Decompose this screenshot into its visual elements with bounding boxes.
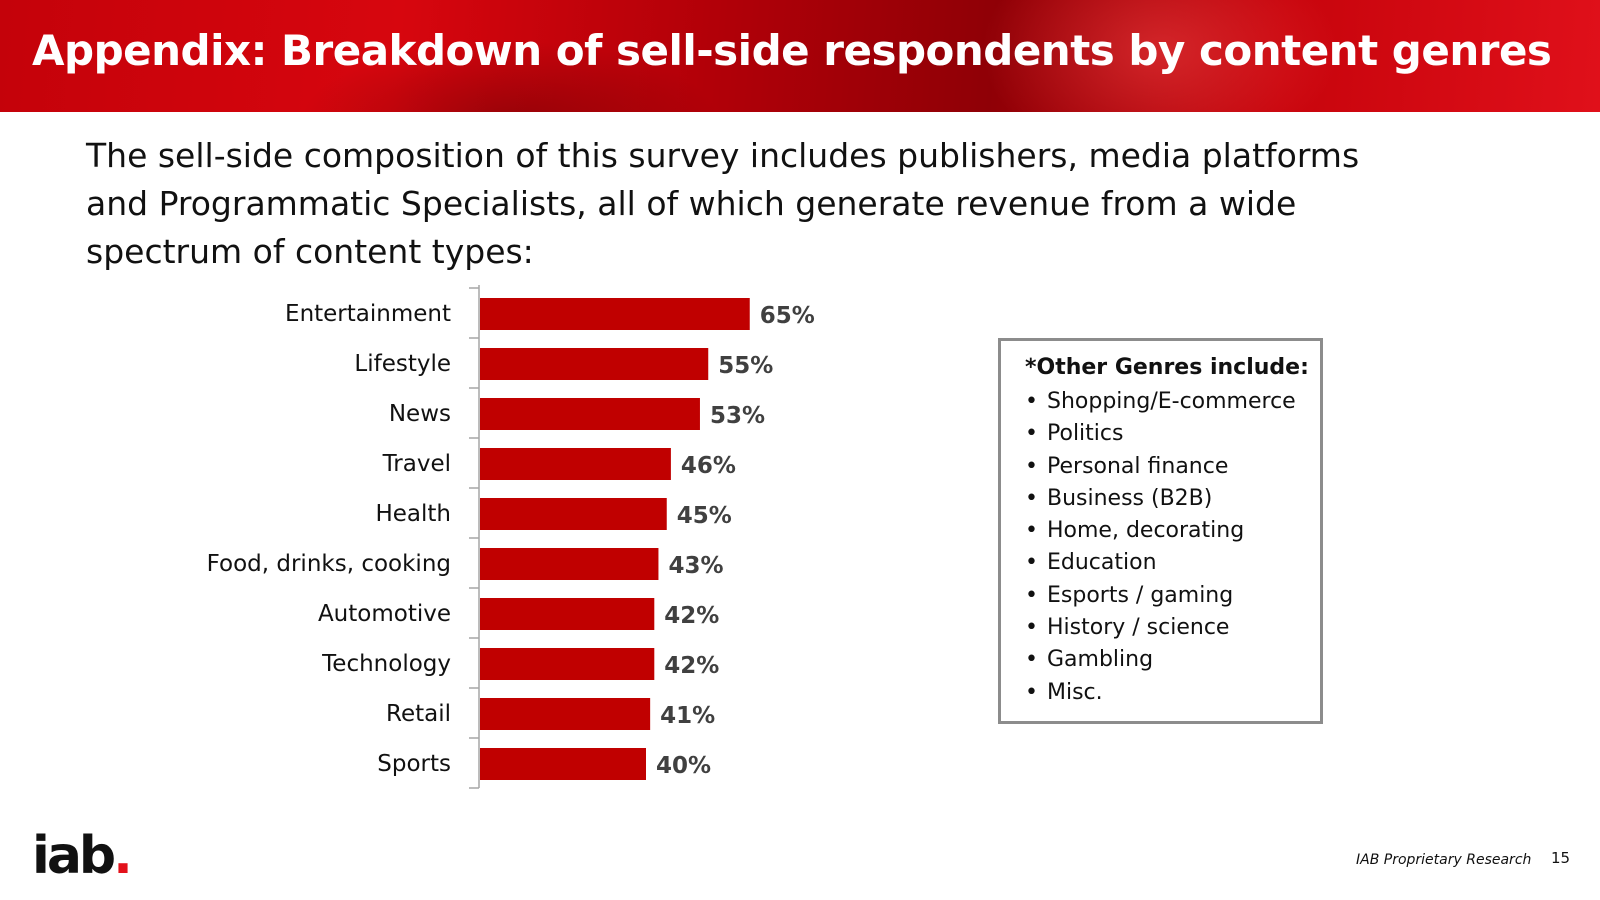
genre-label: History / science <box>1047 615 1230 641</box>
bullet-icon: • <box>1025 582 1038 608</box>
bullet-icon: • <box>1025 647 1038 673</box>
genre-label: Gambling <box>1047 647 1154 673</box>
bar <box>480 748 646 780</box>
page-number: 15 <box>1551 849 1571 867</box>
other-genres-title: *Other Genres include: <box>1025 355 1309 380</box>
data-label: 53% <box>710 403 765 429</box>
genre-label: Shopping/E-commerce <box>1047 389 1296 414</box>
bar <box>480 548 659 580</box>
genre-item: • Gambling <box>1025 644 1320 676</box>
other-genres-list: • Shopping/E-commerce • Politics • Personal f… <box>1025 386 1320 709</box>
genre-item: • Business (B2B) <box>1025 483 1320 515</box>
bar-chart: Entertainment 65% Lifestyle 55% News 53% Trave… <box>207 285 815 789</box>
bar <box>480 598 655 630</box>
category-label: Health <box>375 501 451 527</box>
bar <box>480 698 651 730</box>
genre-item: • Education <box>1025 547 1320 579</box>
bar <box>480 648 655 680</box>
header-band: Appendix: Breakdown of sell-side respond… <box>0 0 1600 112</box>
data-label: 43% <box>668 553 723 579</box>
genre-label: Politics <box>1047 421 1124 447</box>
category-label: Sports <box>377 751 451 777</box>
bullet-icon: • <box>1025 389 1038 414</box>
bullet-icon: • <box>1025 453 1038 479</box>
data-label: 42% <box>664 603 719 629</box>
bar <box>480 498 667 530</box>
category-label: News <box>389 401 451 427</box>
genre-item: • Misc. <box>1025 677 1320 709</box>
bar <box>480 348 709 380</box>
genre-item: • Politics <box>1025 418 1320 450</box>
genre-item: • Shopping/E-commerce <box>1025 386 1320 418</box>
iab-logo: iab. <box>32 830 133 882</box>
data-label: 41% <box>660 703 715 729</box>
genre-item: • Personal finance <box>1025 451 1320 483</box>
category-label: Technology <box>321 651 451 677</box>
slide-title: Appendix: Breakdown of sell-side respond… <box>32 26 1552 75</box>
genre-label: Business (B2B) <box>1047 485 1213 511</box>
footer-source: IAB Proprietary Research <box>1356 852 1532 868</box>
genre-label: Esports / gaming <box>1047 582 1234 608</box>
bullet-icon: • <box>1025 518 1038 544</box>
header-glow <box>980 0 1340 112</box>
genre-label: Home, decorating <box>1047 518 1245 544</box>
genre-item: • History / science <box>1025 612 1320 644</box>
category-label: Lifestyle <box>354 351 451 377</box>
bar <box>480 298 750 330</box>
intro-text: The sell-side composition of this survey… <box>86 136 1360 271</box>
logo-dot: . <box>113 826 133 886</box>
genre-item: • Home, decorating <box>1025 515 1320 547</box>
bullet-icon: • <box>1025 421 1038 447</box>
genre-label: Education <box>1047 550 1157 576</box>
category-label: Travel <box>382 451 451 477</box>
bullet-icon: • <box>1025 679 1038 705</box>
bar <box>480 398 700 430</box>
data-label: 65% <box>760 303 815 329</box>
genre-label: Personal finance <box>1047 453 1229 479</box>
other-genres-box: *Other Genres include: • Shopping/E-comme… <box>998 338 1323 724</box>
bullet-icon: • <box>1025 550 1038 576</box>
category-label: Entertainment <box>285 301 451 327</box>
genre-item: • Esports / gaming <box>1025 580 1320 612</box>
category-label: Automotive <box>318 601 451 627</box>
bullet-icon: • <box>1025 485 1038 511</box>
data-label: 40% <box>656 753 711 779</box>
category-label: Retail <box>386 701 451 727</box>
genre-label: Misc. <box>1047 679 1103 705</box>
category-label: Food, drinks, cooking <box>207 551 451 577</box>
data-label: 55% <box>718 353 773 379</box>
bar <box>480 448 671 480</box>
data-label: 46% <box>681 453 736 479</box>
data-label: 42% <box>664 653 719 679</box>
bullet-icon: • <box>1025 615 1038 641</box>
data-label: 45% <box>677 503 732 529</box>
logo-text: iab <box>32 826 116 886</box>
